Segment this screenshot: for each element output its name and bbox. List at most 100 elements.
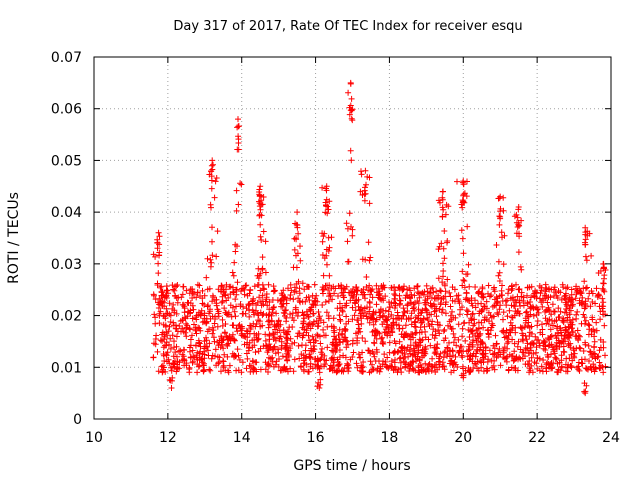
x-tick-label: 18 — [381, 430, 399, 446]
data-point — [545, 342, 552, 349]
data-point — [335, 293, 341, 299]
data-point — [511, 213, 518, 220]
data-point — [515, 249, 522, 256]
data-point — [424, 365, 431, 372]
data-point — [400, 286, 407, 293]
data-point — [270, 283, 277, 290]
data-point — [554, 360, 561, 367]
data-point — [289, 340, 295, 347]
data-point — [569, 357, 576, 364]
data-point — [152, 296, 159, 303]
data-point — [483, 316, 490, 323]
data-point — [589, 299, 596, 305]
data-point — [560, 348, 567, 355]
data-point — [158, 288, 165, 295]
y-tick-label: 0.01 — [51, 360, 82, 376]
data-point — [346, 111, 353, 118]
data-point — [254, 310, 261, 317]
data-point — [488, 324, 495, 331]
x-tick-label: 24 — [602, 430, 620, 446]
data-point — [533, 344, 540, 351]
data-point — [473, 327, 480, 333]
data-point — [361, 305, 368, 312]
data-point — [324, 210, 331, 217]
data-point — [347, 147, 354, 154]
data-point — [282, 366, 289, 373]
data-point — [402, 322, 409, 329]
data-point — [257, 233, 264, 240]
data-point — [302, 298, 309, 305]
data-point — [497, 362, 504, 369]
data-point — [225, 367, 231, 374]
data-point — [429, 331, 436, 338]
data-point — [597, 336, 604, 343]
data-point — [512, 329, 519, 336]
data-point — [414, 283, 421, 289]
data-point — [371, 353, 378, 360]
data-point — [507, 319, 514, 326]
data-point — [542, 281, 549, 288]
data-point — [315, 309, 322, 315]
data-point — [406, 365, 413, 372]
data-point — [480, 324, 487, 331]
data-point — [392, 292, 399, 299]
data-point — [388, 284, 395, 291]
data-point — [599, 295, 606, 302]
data-point — [385, 324, 392, 331]
data-point — [483, 298, 490, 305]
data-point — [375, 291, 382, 298]
data-point — [539, 321, 545, 328]
data-points — [150, 79, 609, 397]
data-point — [446, 339, 452, 346]
data-point — [496, 221, 503, 228]
data-point — [345, 341, 351, 348]
data-point — [417, 324, 424, 331]
data-point — [589, 316, 596, 323]
data-point — [455, 296, 462, 303]
data-point — [179, 317, 186, 324]
data-point — [472, 353, 479, 360]
data-point — [500, 261, 507, 268]
data-point — [518, 217, 525, 224]
data-point — [357, 188, 364, 195]
data-point — [567, 321, 574, 328]
data-point — [472, 297, 478, 304]
data-point — [173, 322, 179, 329]
data-point — [462, 337, 469, 344]
data-point — [168, 385, 175, 391]
data-point — [555, 314, 562, 321]
data-point — [319, 345, 325, 352]
data-point — [384, 354, 391, 361]
data-point — [301, 315, 308, 322]
data-point — [203, 334, 209, 341]
data-point — [194, 281, 201, 288]
data-point — [513, 281, 519, 288]
data-point — [465, 261, 472, 268]
data-point — [501, 344, 508, 351]
data-point — [592, 354, 599, 361]
data-point — [302, 347, 309, 354]
data-point — [152, 314, 159, 321]
data-point — [257, 309, 264, 316]
y-tick-label: 0.05 — [51, 153, 82, 169]
data-point — [187, 336, 194, 343]
data-point — [152, 320, 159, 327]
data-point — [232, 296, 239, 303]
data-point — [187, 310, 193, 317]
data-point — [266, 311, 273, 318]
x-tick-label: 16 — [307, 430, 325, 446]
data-point — [440, 188, 446, 195]
data-point — [548, 365, 554, 372]
data-point — [563, 301, 570, 308]
data-point — [414, 289, 421, 296]
data-point — [381, 351, 388, 358]
data-point — [522, 345, 529, 351]
data-point — [590, 350, 597, 357]
data-point — [493, 294, 500, 300]
data-point — [511, 340, 518, 347]
data-point — [483, 305, 490, 312]
data-point — [390, 315, 397, 322]
data-point — [326, 290, 333, 297]
data-point — [349, 316, 356, 323]
